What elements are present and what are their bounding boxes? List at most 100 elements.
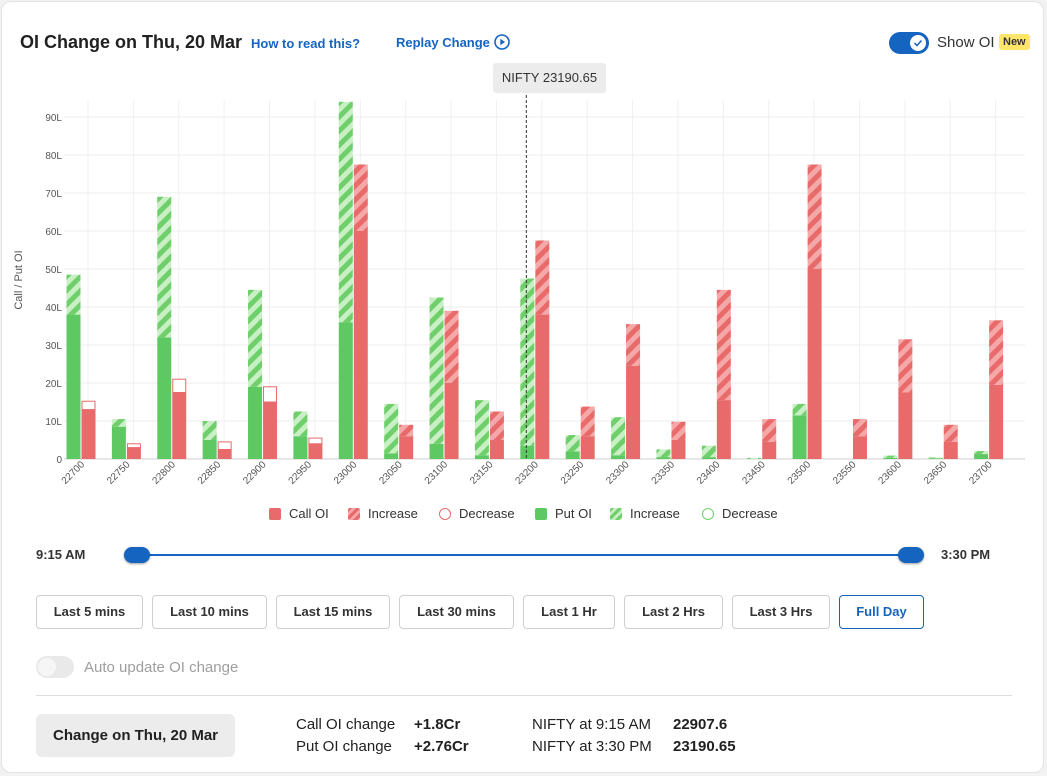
call-oi-bar [943, 441, 958, 459]
put-oi-bar [792, 415, 807, 459]
put-oi-increase-bar [701, 445, 716, 458]
call-oi-bar [671, 440, 686, 459]
timeline-start-handle[interactable] [124, 547, 150, 563]
x-tick-label: 23700 [967, 459, 995, 487]
legend-call-decrease[interactable]: Decrease [439, 506, 515, 521]
put-oi-bar [293, 436, 308, 459]
put-oi-bar [66, 314, 81, 459]
legend-put-oi[interactable]: Put OI [535, 506, 592, 521]
call-oi-decrease-bar [217, 441, 232, 450]
put-oi-bar [974, 454, 989, 459]
x-tick-label: 23400 [695, 459, 723, 487]
put-oi-increase-bar [248, 289, 263, 387]
call-oi-bar [353, 231, 368, 459]
call-oi-bar [852, 436, 867, 459]
range-last-2-hrs-button[interactable]: Last 2 Hrs [624, 595, 723, 629]
replay-change-link[interactable]: Replay Change [396, 35, 490, 50]
x-tick-label: 23650 [922, 459, 950, 487]
legend-swatch [439, 507, 451, 520]
legend-label: Decrease [722, 506, 778, 521]
x-tick-label: 23600 [877, 459, 905, 487]
x-tick-label: 23500 [786, 459, 814, 487]
x-tick-label: 22850 [196, 459, 224, 487]
call-oi-bar [126, 447, 141, 459]
timeline-track[interactable] [137, 554, 911, 556]
call-oi-bar [217, 449, 232, 459]
call-oi-increase-bar [489, 411, 504, 440]
auto-update-label: Auto update OI change [84, 659, 239, 676]
put-oi-increase-bar [338, 101, 353, 323]
put-oi-bar [157, 337, 172, 459]
legend-swatch [610, 507, 622, 520]
x-tick-label: 23550 [831, 459, 859, 487]
timeline-end-handle[interactable] [898, 547, 924, 563]
x-tick-label: 22900 [241, 459, 269, 487]
put-oi-bar [520, 445, 535, 459]
call-oi-bar [172, 392, 187, 459]
range-last-15-mins-button[interactable]: Last 15 mins [276, 595, 390, 629]
put-oi-bar [611, 455, 626, 459]
legend-call-oi[interactable]: Call OI [269, 506, 329, 521]
timeline-start: 9:15 AM [36, 547, 86, 562]
x-tick-label: 23450 [740, 459, 768, 487]
call-oi-bar [535, 314, 550, 459]
call-oi-increase-bar [535, 240, 550, 315]
y-axis-label: Call / Put OI [13, 250, 25, 309]
put-oi-increase-bar [928, 457, 943, 459]
y-tick-label: 90L [45, 113, 62, 124]
y-tick-label: 40L [45, 303, 62, 314]
check-icon [913, 39, 923, 47]
range-last-3-hrs-button[interactable]: Last 3 Hrs [732, 595, 830, 629]
put-oi-increase-bar [66, 274, 81, 315]
show-oi-toggle[interactable] [889, 32, 929, 54]
x-tick-label: 22800 [150, 459, 178, 487]
put-oi-increase-bar [202, 421, 217, 440]
call-oi-increase-bar [353, 164, 368, 231]
put-oi-bar [338, 322, 353, 459]
legend-label: Increase [368, 506, 418, 521]
put-oi-bar [474, 455, 489, 459]
range-last-5-mins-button[interactable]: Last 5 mins [36, 595, 143, 629]
put-oi-increase-bar [611, 417, 626, 456]
call-oi-bar [762, 441, 777, 459]
nifty-close-value: 23190.65 [673, 738, 736, 755]
legend-call-increase[interactable]: Increase [348, 506, 418, 521]
how-to-read-link[interactable]: How to read this? [251, 36, 361, 51]
range-last-1-hr-button[interactable]: Last 1 Hr [523, 595, 615, 629]
range-last-10-mins-button[interactable]: Last 10 mins [152, 595, 267, 629]
x-tick-label: 23350 [650, 459, 678, 487]
put-oi-increase-bar [429, 297, 444, 444]
put-oi-increase-bar [974, 451, 989, 455]
put-oi-increase-bar [111, 419, 126, 427]
change-on-date-button[interactable]: Change on Thu, 20 Mar [36, 714, 235, 757]
call-oi-bar [716, 400, 731, 459]
x-tick-label: 23250 [559, 459, 587, 487]
x-tick-label: 23200 [513, 459, 541, 487]
legend-swatch [269, 507, 281, 520]
range-last-30-mins-button[interactable]: Last 30 mins [399, 595, 514, 629]
oi-bar-chart: 0 10L 20L 30L 40L 50L 60L 70L 80L 90L Call / Put O… [13, 95, 1025, 487]
legend-label: Increase [630, 506, 680, 521]
x-tick-label: 23300 [604, 459, 632, 487]
put-oi-increase-bar [384, 403, 399, 454]
toggle-knob [910, 35, 926, 51]
x-tick-label: 22700 [60, 459, 88, 487]
call-oi-increase-bar [444, 310, 459, 383]
legend-put-decrease[interactable]: Decrease [702, 506, 778, 521]
auto-update-toggle[interactable] [36, 656, 74, 678]
legend-put-increase[interactable]: Increase [610, 506, 680, 521]
play-icon[interactable] [494, 34, 510, 50]
range-full-day-button[interactable]: Full Day [839, 595, 924, 629]
legend-swatch [702, 507, 714, 520]
put-oi-increase-bar [747, 457, 762, 459]
y-tick-label: 60L [45, 227, 62, 238]
put-oi-change-value: +2.76Cr [414, 738, 469, 755]
call-oi-increase-bar [626, 324, 641, 366]
call-oi-increase-bar [399, 424, 414, 437]
put-oi-increase-bar [157, 196, 172, 338]
put-oi-bar [883, 457, 898, 459]
call-oi-decrease-bar [263, 386, 278, 403]
nifty-open-label: NIFTY at 9:15 AM [532, 716, 651, 733]
x-tick-label: 23150 [468, 459, 496, 487]
put-oi-change-label: Put OI change [296, 738, 392, 755]
